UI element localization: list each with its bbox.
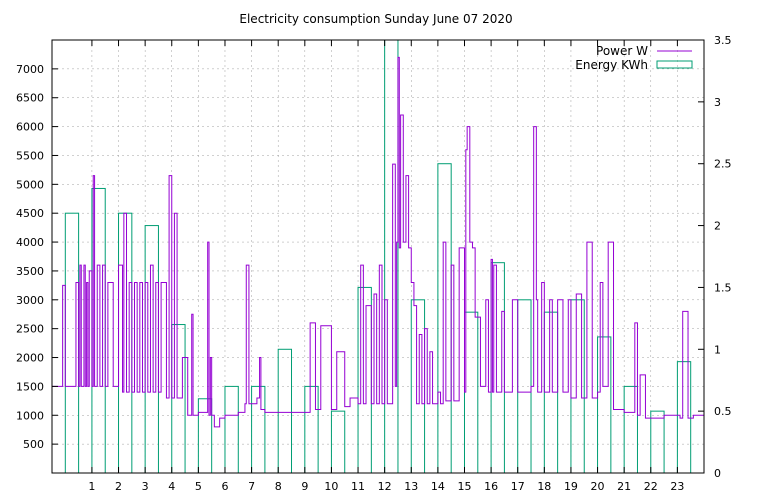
- y-left-tick-label: 5500: [16, 149, 44, 162]
- y-left-tick-label: 5000: [16, 178, 44, 191]
- legend: Power W Energy KWh: [575, 44, 693, 72]
- energy-bar: [91, 187, 106, 474]
- y-right-tick-label: 1.5: [714, 281, 732, 294]
- y-left-tick-label: 1000: [16, 409, 44, 422]
- y-right-tick-label: 0: [714, 467, 721, 480]
- x-tick-label: 13: [404, 480, 418, 493]
- energy-bar: [676, 361, 692, 474]
- y-left-tick-label: 6500: [16, 92, 44, 105]
- energy-bar: [623, 385, 638, 474]
- x-tick-label: 7: [248, 480, 255, 493]
- y-left-tick-label: 7000: [16, 63, 44, 76]
- energy-bar: [437, 163, 452, 474]
- x-tick-label: 15: [457, 480, 471, 493]
- x-tick-label: 3: [142, 480, 149, 493]
- legend-label-energy: Energy KWh: [575, 58, 648, 72]
- y-left-tick-label: 4000: [16, 236, 44, 249]
- power-series-line: [52, 56, 705, 428]
- x-tick-label: 9: [301, 480, 308, 493]
- energy-bar: [251, 385, 266, 474]
- x-tick-label: 5: [195, 480, 202, 493]
- x-tick-label: 12: [378, 480, 392, 493]
- y-right-tick-label: 2: [714, 220, 721, 233]
- plot-border: [51, 39, 705, 474]
- y-left-tick-label: 3500: [16, 265, 44, 278]
- x-tick-label: 4: [168, 480, 175, 493]
- x-tick-label: 22: [644, 480, 658, 493]
- y-right-tick-label: 0.5: [714, 405, 732, 418]
- y-left-tick-label: 2000: [16, 352, 44, 365]
- energy-bar: [650, 410, 665, 474]
- energy-bar: [224, 385, 239, 474]
- x-tick-label: 17: [511, 480, 525, 493]
- energy-bar: [197, 398, 213, 474]
- y-right-tick-label: 2.5: [714, 158, 732, 171]
- x-tick-label: 6: [221, 480, 228, 493]
- energy-bar: [330, 410, 346, 474]
- x-tick-label: 19: [564, 480, 578, 493]
- x-tick-label: 1: [88, 480, 95, 493]
- y-right-tick-label: 3: [714, 96, 721, 109]
- energy-bar: [304, 385, 319, 474]
- y-left-tick-label: 2500: [16, 323, 44, 336]
- legend-swatch-energy: [656, 60, 693, 69]
- y-left-tick-label: 500: [23, 438, 44, 451]
- x-tick-label: 11: [351, 480, 365, 493]
- y-left-tick-label: 1500: [16, 380, 44, 393]
- y-left-tick-label: 6000: [16, 121, 44, 134]
- x-tick-label: 20: [591, 480, 605, 493]
- y-left-tick-label: 4500: [16, 207, 44, 220]
- energy-bar: [277, 348, 293, 474]
- x-tick-label: 21: [617, 480, 631, 493]
- energy-bar: [357, 286, 372, 474]
- axis-ticks: 1 2 3 4 5 6 7 8 9 10 11 12 13 14 15 16 17 18 19 20 21 22 23500…: [16, 34, 732, 493]
- y-left-tick-label: 3000: [16, 294, 44, 307]
- energy-bar: [144, 225, 159, 474]
- x-tick-label: 16: [484, 480, 498, 493]
- x-tick-label: 23: [670, 480, 684, 493]
- energy-bar: [171, 324, 186, 474]
- energy-bar: [490, 262, 505, 474]
- chart-title: Electricity consumption Sunday June 07 2…: [239, 12, 512, 26]
- x-tick-label: 10: [324, 480, 338, 493]
- x-tick-label: 14: [431, 480, 445, 493]
- y-right-tick-label: 3.5: [714, 34, 732, 47]
- grid: [52, 40, 704, 473]
- energy-bar: [384, 39, 399, 474]
- energy-bars: [64, 39, 692, 474]
- x-tick-label: 8: [275, 480, 282, 493]
- energy-bar: [64, 212, 80, 474]
- y-right-tick-label: 1: [714, 343, 721, 356]
- power-line: [52, 56, 705, 428]
- energy-bar: [517, 299, 532, 474]
- legend-label-power: Power W: [596, 44, 648, 58]
- x-tick-label: 2: [115, 480, 122, 493]
- energy-bar: [118, 212, 133, 474]
- x-tick-label: 18: [537, 480, 551, 493]
- energy-bar: [463, 311, 479, 474]
